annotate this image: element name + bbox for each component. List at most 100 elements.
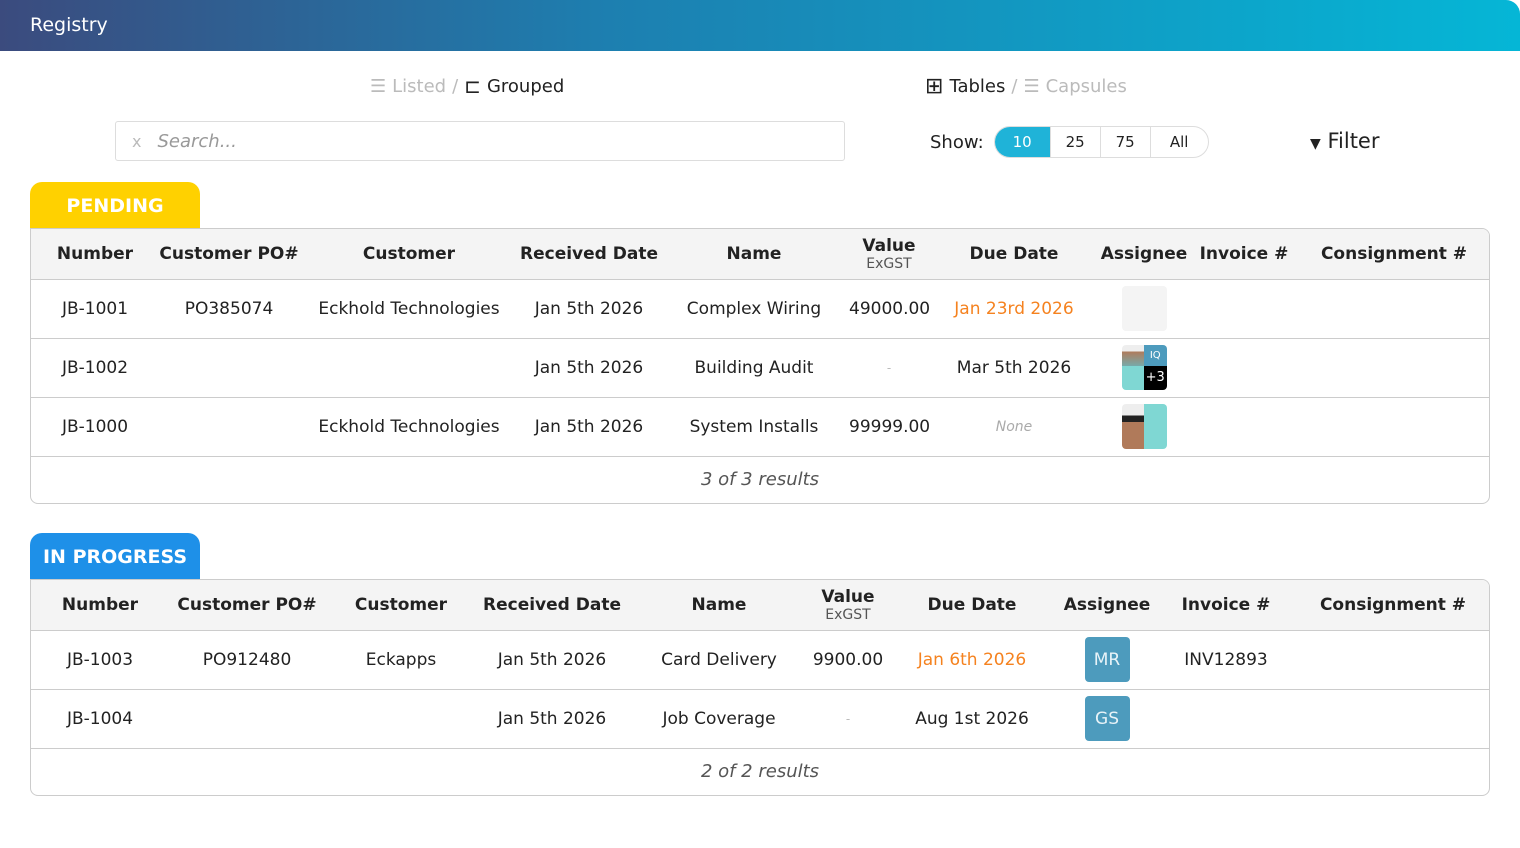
cell-customer: Eckhold Technologies (299, 279, 519, 339)
value-sub: ExGST (825, 606, 871, 623)
col-consignment[interactable]: Consignment # (1297, 580, 1489, 631)
cell-due: Jan 6th 2026 (885, 630, 1059, 690)
cell-invoice (1189, 397, 1299, 457)
filter-icon: ▼ (1310, 136, 1321, 152)
search-input[interactable] (157, 130, 758, 152)
avatar-group[interactable]: IQ +3 (1121, 345, 1167, 390)
avatar-photo (1121, 404, 1144, 449)
cell-po (169, 689, 325, 749)
col-number[interactable]: Number (31, 229, 159, 280)
cell-po: PO385074 (159, 279, 299, 339)
avatar-initials: IQ (1144, 345, 1167, 366)
col-customer[interactable]: Customer (299, 229, 519, 280)
col-invoice[interactable]: Invoice # (1189, 229, 1299, 280)
col-value[interactable]: Value ExGST (811, 580, 885, 631)
cell-received: Jan 5th 2026 (519, 338, 659, 398)
cell-customer: Eckhold Technologies (299, 397, 519, 457)
cell-value: 99999.00 (849, 397, 930, 457)
cell-received: Jan 5th 2026 (477, 689, 627, 749)
cell-due: Mar 5th 2026 (929, 338, 1099, 398)
pending-tab: PENDING (30, 182, 200, 229)
col-number[interactable]: Number (31, 580, 169, 631)
cell-invoice (1155, 689, 1297, 749)
grouped-option[interactable]: Grouped (486, 75, 565, 97)
page-size-10[interactable]: 10 (994, 127, 1050, 157)
page-size-25[interactable]: 25 (1049, 127, 1100, 157)
cell-consignment (1299, 279, 1489, 339)
cell-name: Job Coverage (627, 689, 811, 749)
separator: / (452, 75, 459, 97)
cell-due: None (929, 397, 1099, 457)
col-assignee[interactable]: Assignee (1099, 229, 1189, 280)
col-assignee[interactable]: Assignee (1059, 580, 1155, 631)
cell-assignee (1099, 397, 1189, 457)
col-received[interactable]: Received Date (519, 229, 659, 280)
cell-number: JB-1002 (31, 338, 159, 398)
cell-assignee: GS (1059, 689, 1155, 749)
cell-consignment (1299, 397, 1489, 457)
page-size: Show: 10 25 75 All (930, 126, 1209, 158)
show-label: Show: (930, 131, 984, 153)
pending-table: Number Customer PO# Customer Received Da… (30, 228, 1490, 504)
col-customer[interactable]: Customer (325, 580, 477, 631)
table-row[interactable]: JB-1002 Jan 5th 2026 Building Audit - Ma… (31, 338, 1489, 398)
list-icon: ☰ (370, 75, 387, 97)
col-value[interactable]: Value ExGST (849, 229, 929, 280)
table-row[interactable]: JB-1000 Eckhold Technologies Jan 5th 202… (31, 397, 1489, 457)
tables-option[interactable]: Tables (949, 76, 1006, 97)
cell-customer: Eckapps (325, 630, 477, 690)
col-po[interactable]: Customer PO# (159, 229, 299, 280)
table-row[interactable]: JB-1003 PO912480 Eckapps Jan 5th 2026 Ca… (31, 630, 1489, 690)
capsules-icon: ☰ (1023, 76, 1040, 97)
app-header: Registry (0, 0, 1520, 51)
cell-number: JB-1003 (31, 630, 169, 690)
page-size-all[interactable]: All (1149, 127, 1208, 157)
col-invoice[interactable]: Invoice # (1155, 580, 1297, 631)
cell-value: - (811, 689, 885, 749)
clear-search-icon[interactable]: x (132, 131, 142, 151)
cell-customer (325, 689, 477, 749)
col-due[interactable]: Due Date (885, 580, 1059, 631)
col-received[interactable]: Received Date (477, 580, 627, 631)
cell-name: Complex Wiring (659, 279, 849, 339)
value-label: Value (862, 235, 916, 256)
empty-avatar[interactable] (1121, 286, 1167, 331)
cell-number: JB-1004 (31, 689, 169, 749)
style-toggle: ⊞ Tables / ☰ Capsules (925, 74, 1127, 99)
table-row[interactable]: JB-1001 PO385074 Eckhold Technologies Ja… (31, 279, 1489, 339)
user-placeholder-icon (1121, 365, 1144, 390)
avatar[interactable]: GS (1084, 696, 1130, 741)
cell-name: Building Audit (659, 338, 849, 398)
in-progress-tab: IN PROGRESS (30, 533, 200, 580)
cell-assignee: MR (1059, 630, 1155, 690)
avatar-group[interactable] (1121, 404, 1167, 449)
col-due[interactable]: Due Date (929, 229, 1099, 280)
table-row[interactable]: JB-1004 Jan 5th 2026 Job Coverage - Aug … (31, 689, 1489, 749)
table-icon: ⊞ (925, 74, 944, 99)
cell-invoice (1189, 338, 1299, 398)
cell-consignment (1299, 338, 1489, 398)
col-consignment[interactable]: Consignment # (1299, 229, 1489, 280)
cell-invoice (1189, 279, 1299, 339)
filter-button[interactable]: ▼ Filter (1310, 129, 1379, 153)
cell-due: Jan 23rd 2026 (929, 279, 1099, 339)
avatar-photo (1121, 345, 1144, 366)
col-name[interactable]: Name (627, 580, 811, 631)
value-label: Value (821, 586, 875, 607)
cell-name: Card Delivery (627, 630, 811, 690)
app-title: Registry (30, 14, 108, 36)
cell-po (159, 338, 299, 398)
listed-option[interactable]: Listed (392, 75, 447, 97)
capsules-option[interactable]: Capsules (1045, 76, 1127, 97)
avatar[interactable]: MR (1084, 637, 1130, 682)
cell-po (159, 397, 299, 457)
cell-received: Jan 5th 2026 (519, 279, 659, 339)
user-placeholder-icon (1144, 404, 1167, 449)
col-po[interactable]: Customer PO# (169, 580, 325, 631)
grouped-icon: ⊏ (464, 74, 481, 98)
page-size-75[interactable]: 75 (1099, 127, 1150, 157)
col-name[interactable]: Name (659, 229, 849, 280)
cell-value: 49000.00 (849, 279, 930, 339)
cell-customer (299, 338, 519, 398)
cell-received: Jan 5th 2026 (519, 397, 659, 457)
